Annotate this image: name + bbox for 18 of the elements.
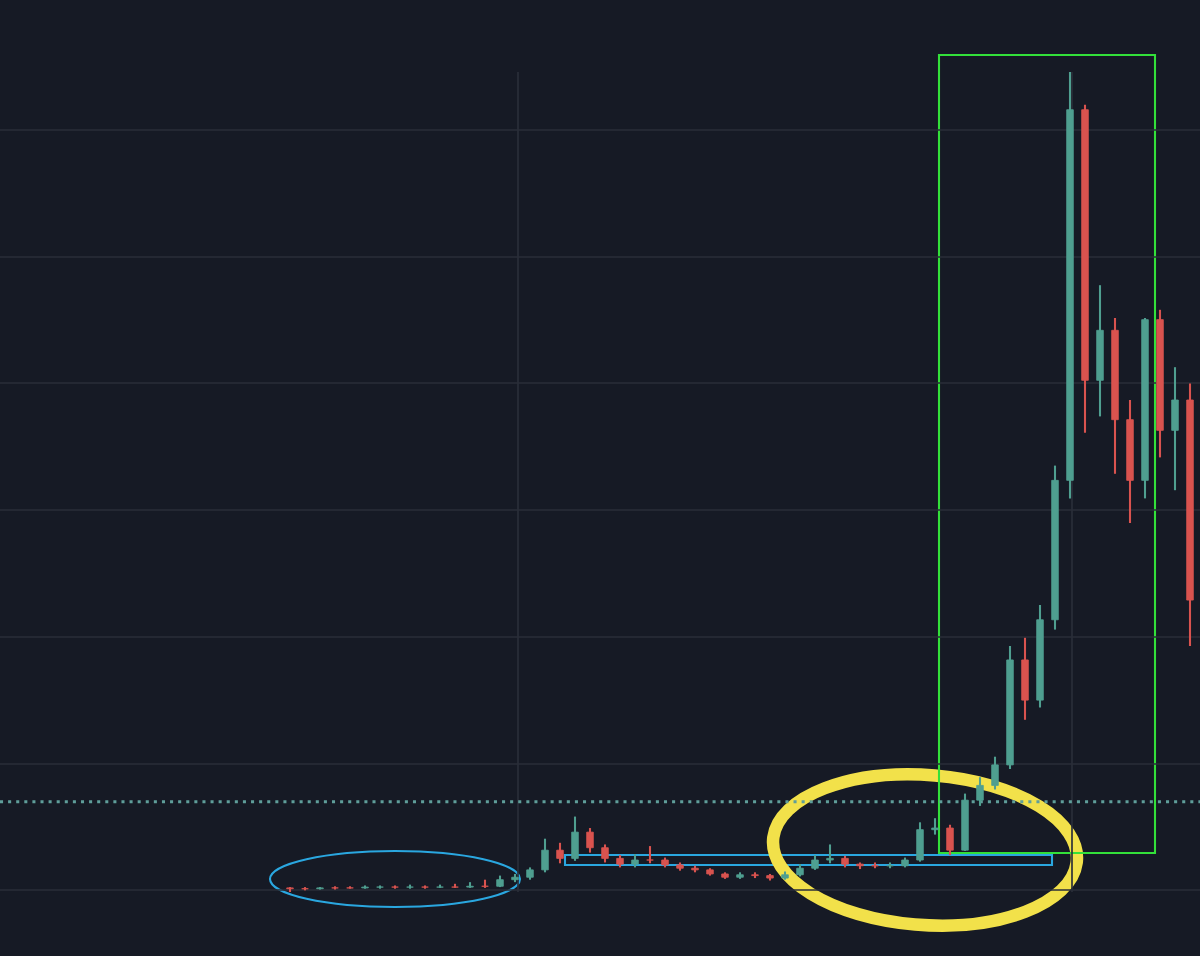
- candlestick: [826, 843, 834, 865]
- candlestick: [286, 886, 294, 892]
- candlestick: [706, 867, 714, 877]
- candlestick: [751, 871, 759, 880]
- candlestick: [316, 886, 324, 891]
- candlestick: [736, 871, 744, 880]
- candlestick: [721, 871, 729, 880]
- candlestick: [631, 853, 639, 869]
- candlestick: [811, 854, 819, 871]
- candlestick: [526, 866, 534, 881]
- candlestick: [466, 881, 474, 889]
- candlestick: [661, 856, 669, 869]
- candlestick: [856, 861, 864, 871]
- candlestick: [766, 872, 774, 882]
- candlestick: [676, 861, 684, 872]
- candlestick: [931, 817, 939, 836]
- candlestick: [361, 884, 369, 890]
- candlestick: [781, 870, 789, 881]
